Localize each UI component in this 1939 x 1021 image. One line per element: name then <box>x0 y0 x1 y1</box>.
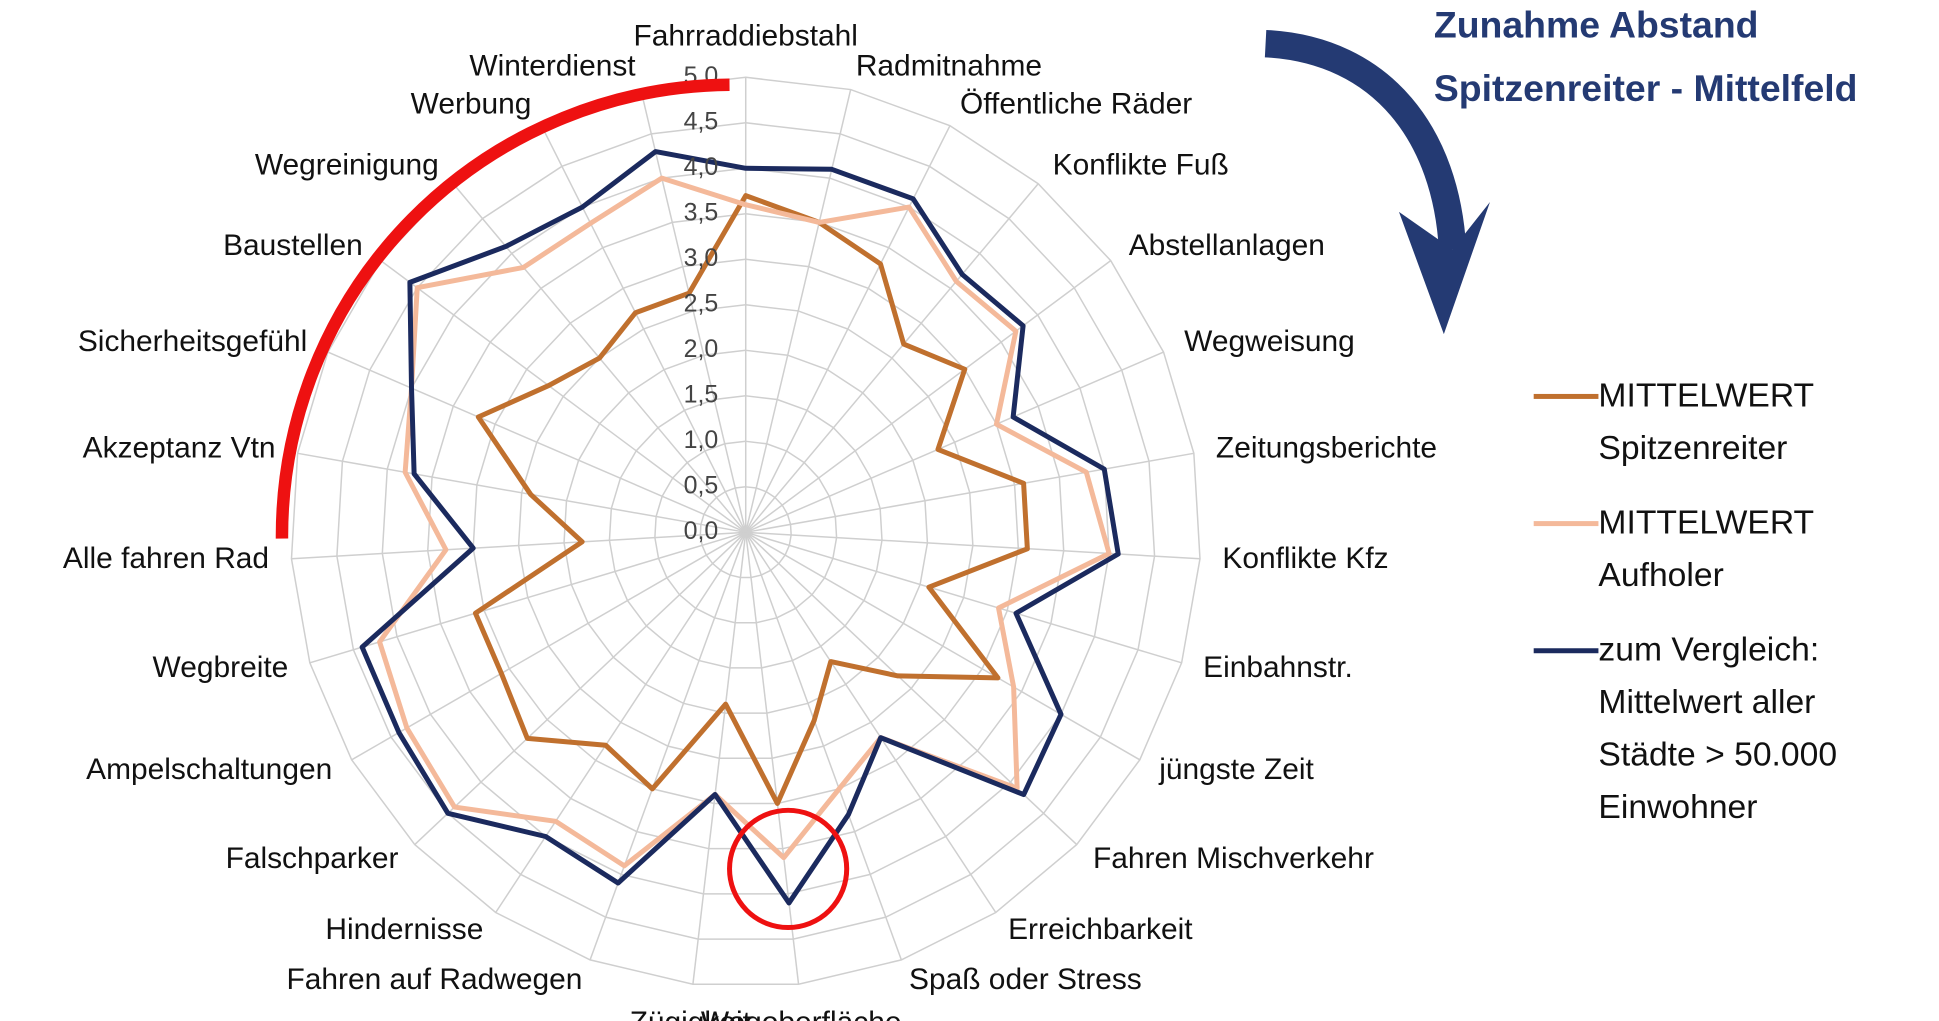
legend-label: MITTELWERT Aufholer <box>1598 503 1814 594</box>
category-label: Wegreinigung <box>255 148 439 181</box>
category-label: Abstellanlagen <box>1129 229 1325 262</box>
series-line <box>472 193 1030 806</box>
category-label: Fahren auf Radwegen <box>286 963 582 996</box>
grid-ring <box>699 486 792 579</box>
annotation: Spitzenreiter - Mittelfeld <box>1434 67 1858 109</box>
spoke <box>380 259 747 533</box>
category-label: Zeitungsberichte <box>1216 431 1437 464</box>
category-label: Zügigkeit <box>630 1006 752 1021</box>
arrow-shaft <box>1264 29 1467 251</box>
category-label: Fahren Mischverkehr <box>1093 842 1374 875</box>
legend-swatch <box>1533 393 1599 399</box>
category-label: Konflikte Kfz <box>1222 542 1388 575</box>
category-label: Wegoberfläche <box>701 1006 902 1021</box>
category-label: Erreichbarkeit <box>1008 913 1193 946</box>
spoke <box>745 351 1164 534</box>
spoke <box>745 183 1039 533</box>
category-label: Akzeptanz Vtn <box>83 431 276 464</box>
grid-ring <box>517 304 974 760</box>
grid-ring <box>563 349 929 714</box>
series-line <box>377 175 1112 869</box>
category-label: Konflikte Fuß <box>1053 148 1229 181</box>
spoke <box>745 125 951 533</box>
spoke <box>540 125 747 533</box>
annotation: Zunahme Abstand <box>1434 3 1759 45</box>
r-tick-label: 3,5 <box>684 198 719 226</box>
legend-swatch <box>1533 521 1599 527</box>
legend: MITTELWERT Spitzenreiter MITTELWERT Aufho… <box>1533 374 1933 833</box>
spoke <box>495 531 747 913</box>
spoke <box>414 531 747 846</box>
spoke <box>692 532 747 985</box>
legend-item: MITTELWERT Aufholer <box>1533 501 1933 601</box>
category-label: Baustellen <box>223 229 363 262</box>
category-label: Falschparker <box>226 842 399 875</box>
spoke <box>745 531 1078 846</box>
category-label: Radmitnahme <box>856 50 1042 83</box>
spoke <box>745 531 997 913</box>
spoke <box>744 532 800 985</box>
label-layer: 0,00,51,01,52,02,53,03,54,04,55,0Fahrrad… <box>63 19 1437 1021</box>
grid-ring <box>654 440 838 624</box>
spoke <box>745 532 903 961</box>
legend-item: zum Vergleich: Mittelwert aller Städte >… <box>1533 628 1933 832</box>
spoke <box>589 532 747 961</box>
grid-ring <box>472 258 1020 805</box>
legend-swatch <box>1533 648 1599 654</box>
legend-label: zum Vergleich: Mittelwert aller Städte >… <box>1598 630 1838 826</box>
category-label: Werbung <box>411 88 532 121</box>
category-label: Spaß oder Stress <box>909 963 1142 996</box>
spoke <box>744 89 852 533</box>
legend-item: MITTELWERT Spitzenreiter <box>1533 374 1933 474</box>
grid <box>290 76 1201 986</box>
r-tick-label: 3,0 <box>684 244 719 272</box>
legend-box: MITTELWERT Spitzenreiter MITTELWERT Aufho… <box>1533 374 1933 833</box>
highlight-arc <box>275 78 730 539</box>
spoke <box>745 259 1112 533</box>
category-label: Fahrraddiebstahl <box>634 19 858 52</box>
grid-ring <box>608 395 883 669</box>
r-tick-label: 4,5 <box>684 107 719 135</box>
spoke <box>745 531 1201 560</box>
legend-label: MITTELWERT Spitzenreiter <box>1598 376 1814 467</box>
r-tick-label: 0,0 <box>684 517 719 545</box>
spoke <box>745 531 1182 664</box>
arrow-head <box>1398 201 1490 335</box>
spoke <box>640 89 747 533</box>
highlight-circle <box>727 807 850 930</box>
spoke <box>309 531 746 664</box>
category-label: Alle fahren Rad <box>63 542 269 575</box>
r-tick-label: 1,0 <box>684 426 719 454</box>
spoke <box>745 452 1194 534</box>
spoke <box>351 531 747 761</box>
spoke <box>745 531 1141 761</box>
category-label: Öffentliche Räder <box>960 88 1192 121</box>
r-tick-label: 4,0 <box>684 153 719 181</box>
series-line <box>359 149 1121 906</box>
category-label: Winterdienst <box>469 50 636 83</box>
grid-ring <box>290 76 1201 986</box>
category-label: Wegweisung <box>1184 325 1355 358</box>
category-label: Wegbreite <box>153 651 289 684</box>
grid-ring <box>336 122 1156 940</box>
spoke <box>297 452 746 534</box>
r-tick-label: 0,5 <box>684 471 719 499</box>
r-tick-label: 1,5 <box>684 380 719 408</box>
r-tick-label: 2,5 <box>684 289 719 317</box>
category-label: Ampelschaltungen <box>86 753 332 786</box>
category-label: Hindernisse <box>325 913 483 946</box>
category-label: Sicherheitsgefühl <box>78 325 307 358</box>
spoke <box>291 531 746 560</box>
category-label: Einbahnstr. <box>1203 651 1353 684</box>
category-label: jüngste Zeit <box>1158 753 1314 786</box>
grid-ring <box>381 167 1110 895</box>
r-tick-label: 2,0 <box>684 335 719 363</box>
spoke <box>327 351 747 534</box>
